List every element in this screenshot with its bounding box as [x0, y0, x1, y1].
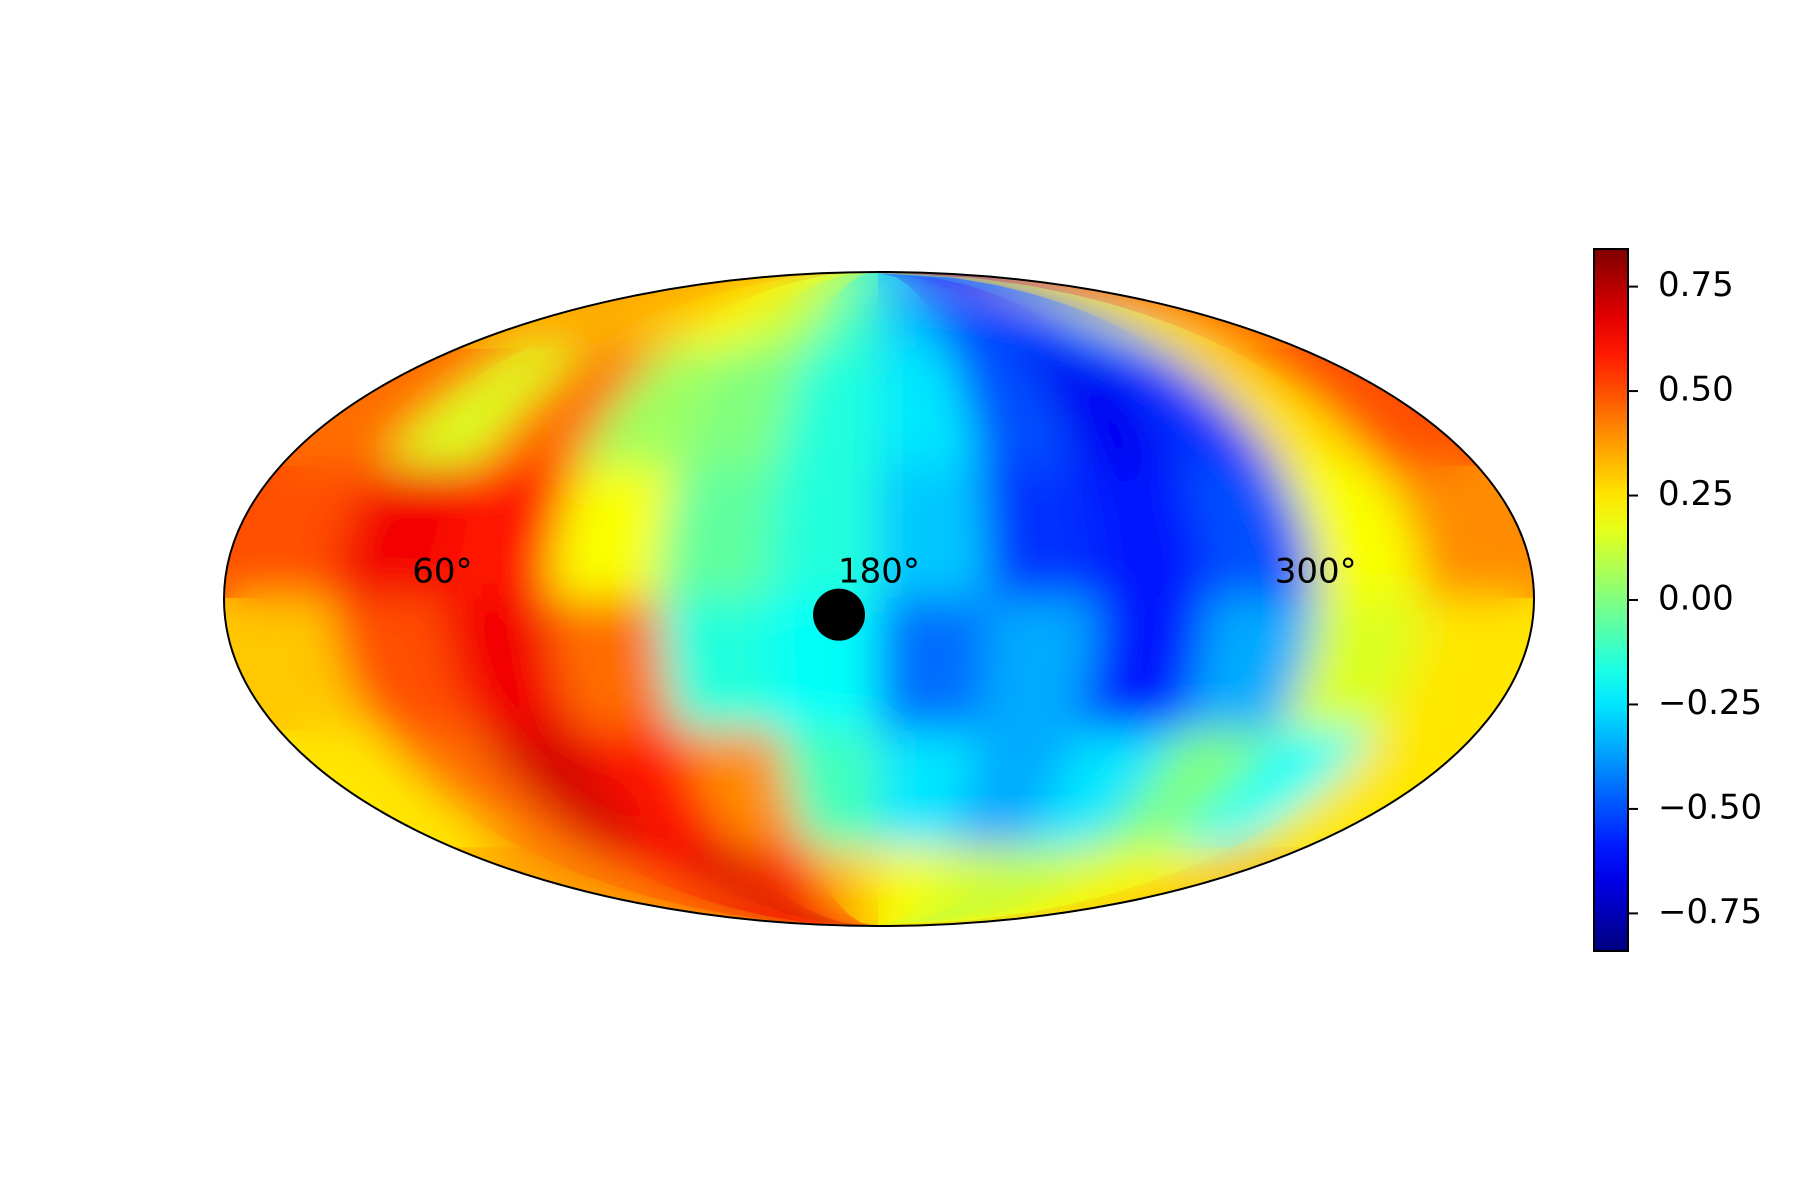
cell-smooth	[878, 598, 990, 733]
marker	[813, 588, 866, 641]
lon-label: 180°	[838, 552, 920, 592]
colorbar-tick-label: 0.25	[1658, 474, 1734, 514]
lon-label: 60°	[412, 552, 472, 592]
cell-smooth	[550, 465, 681, 600]
map-outline	[223, 271, 1535, 927]
cell-smooth	[659, 598, 781, 733]
map-area	[224, 272, 1534, 926]
colorbar-ticks: 0.75 0.50 0.25 0.00 −0.25 −0.50 −0.75	[1628, 265, 1762, 932]
lon-label: 300°	[1275, 552, 1357, 592]
colorbar-tick-label: −0.50	[1658, 787, 1762, 827]
cell-smooth	[659, 465, 781, 600]
cells-smooth	[224, 272, 1534, 926]
colorbar-tick-label: −0.25	[1658, 683, 1762, 723]
cell-smooth	[977, 465, 1099, 600]
cell-smooth	[550, 598, 681, 733]
cell-smooth	[1376, 465, 1534, 600]
colorbar-tick-label: 0.75	[1658, 265, 1734, 305]
colorbar	[1594, 249, 1628, 951]
cell-smooth	[977, 598, 1099, 733]
colorbar-tick-label: 0.00	[1658, 579, 1734, 619]
lon-labels: 60° 180° 300°	[412, 552, 1356, 592]
colorbar-tick-label: 0.50	[1658, 370, 1734, 410]
colorbar-tick-label: −0.75	[1658, 892, 1762, 932]
